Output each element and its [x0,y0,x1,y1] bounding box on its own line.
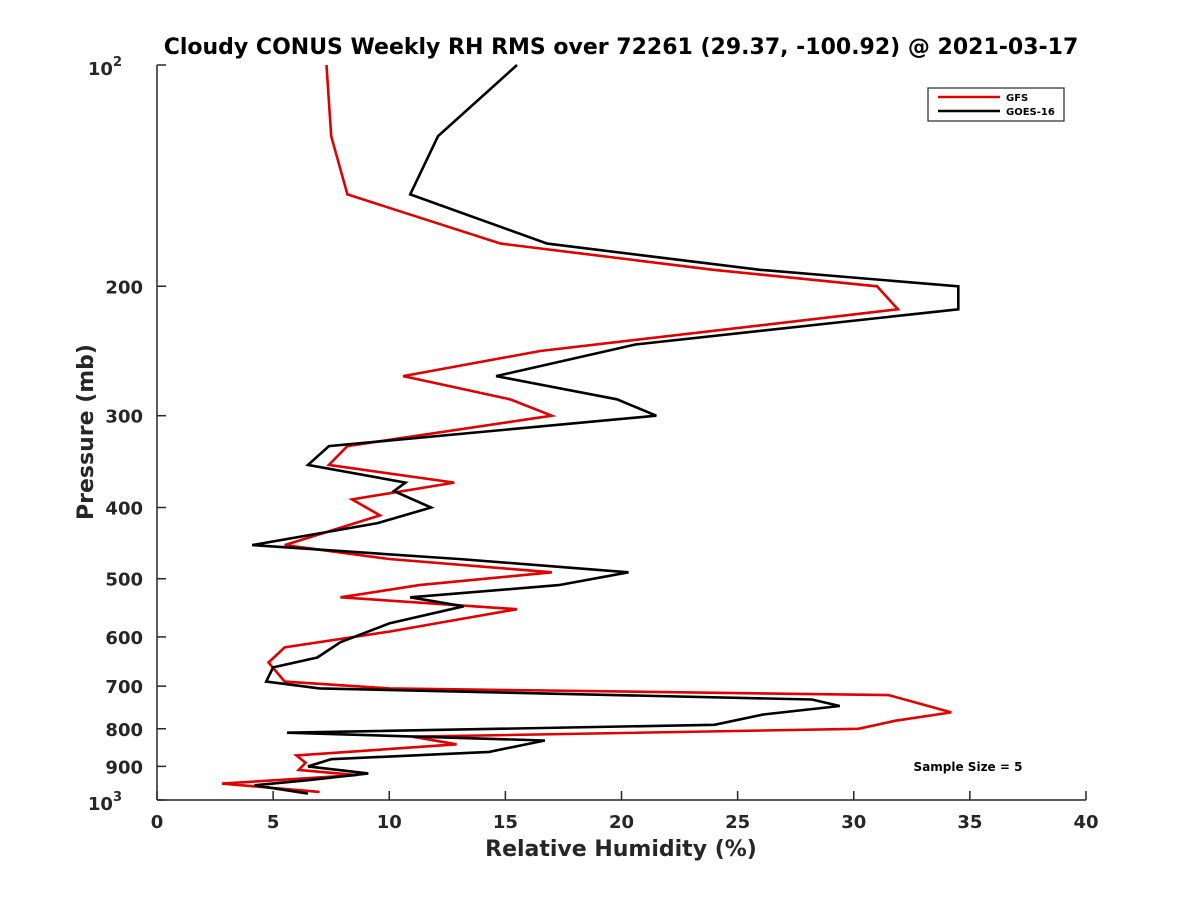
sample-size-annotation: Sample Size = 5 [914,760,1023,774]
series-goes16 [251,64,960,795]
legend-box [927,87,1065,122]
legend: GFS GOES-16 [927,87,1065,122]
y-tick-label: 500 [105,570,143,591]
y-tick-label: 300 [105,407,143,428]
y-tick-label: 400 [105,499,143,520]
x-tick-label: 35 [957,812,982,833]
x-tick-label: 25 [725,812,750,833]
series-line-goes16 [251,64,960,795]
x-axis-label: Relative Humidity (%) [485,837,757,862]
y-tick-label: 600 [105,628,143,649]
y-tick-label-bottom: 103 [88,790,122,815]
y-tick-label-top: 102 [88,55,122,80]
x-tick-label: 15 [493,812,518,833]
x-tick-label: 40 [1073,812,1098,833]
chart-title: Cloudy CONUS Weekly RH RMS over 72261 (2… [164,35,1079,60]
x-axis-ticks: 0 5 10 15 20 25 30 35 40 [151,791,1099,833]
x-tick-label: 20 [609,812,634,833]
y-axis-ticks: 200 300 400 500 600 700 800 900 [105,64,166,801]
y-axis-label: Pressure (mb) [74,344,99,520]
y-tick-label: 900 [105,757,143,778]
series-layer [221,64,960,795]
y-tick-label: 800 [105,720,143,741]
legend-label-goes16: GOES-16 [1006,107,1055,118]
y-tick-label: 200 [105,277,143,298]
legend-label-gfs: GFS [1006,93,1028,104]
series-line-gfs [221,64,952,794]
x-tick-label: 0 [151,812,164,833]
series-gfs [221,64,952,794]
y-tick-label: 700 [105,677,143,698]
x-tick-label: 10 [377,812,402,833]
x-tick-label: 5 [267,812,280,833]
x-tick-label: 30 [841,812,866,833]
